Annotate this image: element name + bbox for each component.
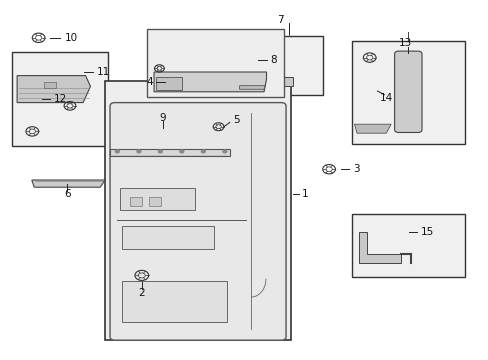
Text: 15: 15	[420, 227, 433, 237]
Bar	[122, 226, 213, 249]
Circle shape	[158, 150, 162, 153]
FancyBboxPatch shape	[394, 51, 421, 132]
Text: 5: 5	[232, 115, 239, 125]
Text: 4: 4	[145, 77, 152, 87]
Bar	[12, 52, 107, 146]
FancyBboxPatch shape	[110, 103, 285, 340]
Bar	[120, 188, 194, 210]
Text: 12: 12	[54, 94, 67, 104]
Bar	[149, 197, 161, 206]
Polygon shape	[354, 124, 390, 133]
Bar	[110, 149, 229, 156]
Polygon shape	[359, 232, 400, 263]
Bar	[122, 281, 226, 322]
Bar	[129, 197, 142, 206]
Polygon shape	[32, 180, 105, 187]
Text: 7: 7	[276, 15, 283, 25]
Bar	[351, 214, 464, 277]
Circle shape	[201, 150, 205, 153]
Bar	[105, 81, 290, 340]
Text: 9: 9	[159, 113, 166, 123]
Polygon shape	[239, 86, 264, 89]
Bar	[254, 36, 322, 95]
Text: 3: 3	[352, 164, 359, 174]
Text: 1: 1	[301, 189, 308, 199]
Bar	[155, 77, 182, 90]
Text: 10: 10	[64, 33, 78, 43]
Text: 2: 2	[138, 288, 145, 298]
Text: 6: 6	[64, 189, 71, 199]
Text: 13: 13	[398, 38, 412, 48]
Circle shape	[115, 150, 119, 153]
Circle shape	[180, 150, 183, 153]
Bar	[44, 82, 56, 88]
Bar	[261, 65, 276, 72]
Text: 14: 14	[379, 93, 392, 103]
Polygon shape	[258, 67, 293, 86]
Bar	[146, 29, 283, 97]
Circle shape	[223, 150, 226, 153]
Bar	[351, 41, 464, 144]
Text: 11: 11	[97, 67, 110, 77]
Text: 8: 8	[270, 55, 277, 65]
Polygon shape	[154, 72, 266, 92]
Polygon shape	[17, 76, 90, 103]
Circle shape	[137, 150, 141, 153]
